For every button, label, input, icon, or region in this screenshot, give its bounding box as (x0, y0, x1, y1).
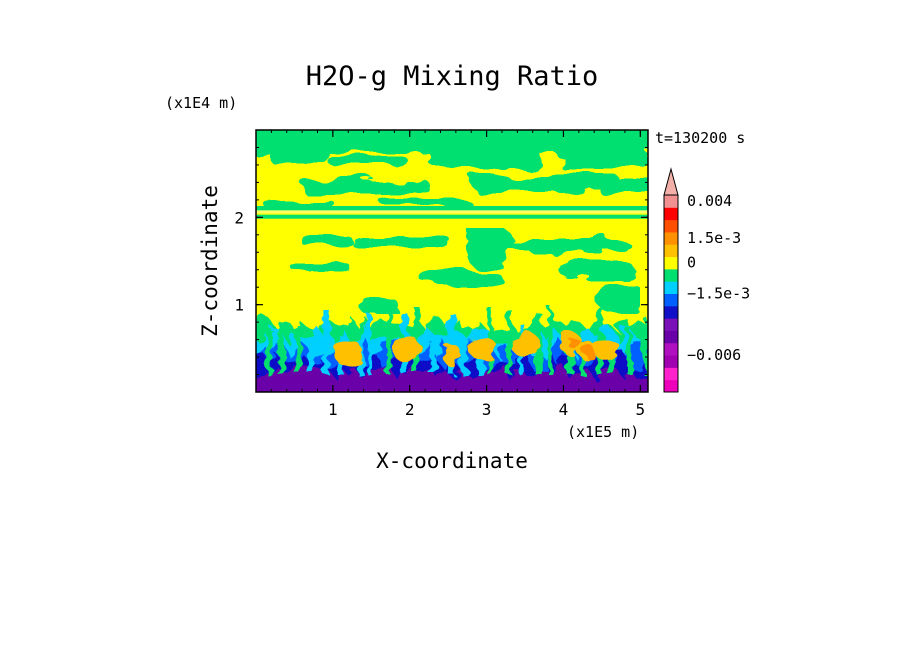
field-patch (300, 180, 430, 192)
x-tick-label: 5 (635, 400, 645, 419)
y-tick-label: 1 (234, 296, 244, 315)
x-tick-label: 3 (482, 400, 492, 419)
y-axis-label: Z-coordinate (198, 185, 222, 337)
field-plume (578, 341, 584, 375)
field-plume (386, 308, 391, 375)
field-patch (600, 180, 648, 196)
colorbar-label: −0.006 (687, 346, 741, 364)
colorbar: 0.004 1.5e-3 0 −1.5e-3 −0.006 (663, 167, 750, 393)
colorbar-frame (663, 194, 679, 393)
field-patch (290, 262, 350, 272)
colorbar-level (664, 318, 678, 331)
field-plume-orange (584, 346, 597, 359)
x-tick-label: 1 (328, 400, 338, 419)
field-plume (460, 341, 468, 375)
field-patch (380, 198, 470, 206)
y-axis: 12 (234, 146, 648, 376)
colorbar-label: −1.5e-3 (687, 285, 750, 303)
x-tick-label: 4 (559, 400, 569, 419)
colorbar-label: 0 (687, 254, 696, 272)
field-patch (420, 270, 500, 284)
field-plume-orange (592, 336, 619, 360)
colorbar-level (664, 268, 678, 282)
colorbar-level (664, 281, 678, 294)
field-band (256, 205, 648, 212)
colorbar-level (664, 231, 678, 245)
field-patch (430, 150, 540, 168)
chart-title: H2O-g Mixing Ratio (306, 61, 599, 92)
time-label: t=130200 s (655, 129, 745, 147)
x-tick-label: 2 (405, 400, 415, 419)
colorbar-level (664, 244, 678, 258)
field-patch (350, 235, 450, 247)
colorbar-label: 1.5e-3 (687, 229, 741, 247)
field-band (256, 210, 648, 214)
field-patch (330, 158, 410, 168)
colorbar-level (664, 305, 678, 319)
field-lower-layers (256, 305, 648, 392)
colorbar-level (664, 330, 678, 344)
x-scale-label: (x1E5 m) (567, 423, 639, 441)
colorbar-level (664, 355, 678, 368)
plot-area (256, 130, 648, 392)
contour-field (256, 130, 648, 392)
field-patch (470, 175, 620, 189)
colorbar-level (664, 195, 678, 208)
field-plume (277, 320, 284, 375)
field-plume-orange (510, 331, 540, 357)
colorbar-level (664, 256, 678, 270)
field-plume-orange (568, 337, 581, 350)
field-patch (500, 240, 630, 250)
field-plume (266, 329, 273, 375)
field-plume (323, 309, 330, 375)
field-band (256, 214, 648, 219)
field-plume-orange (334, 338, 363, 367)
x-axis: 1 2 3 4 5 (270, 130, 645, 419)
colorbar-level (664, 219, 678, 233)
field-plume (627, 328, 633, 375)
field-plume (506, 309, 512, 375)
colorbar-label: 0.004 (687, 192, 732, 210)
colorbar-level (664, 379, 678, 393)
field-plume (367, 314, 372, 375)
colorbar-level (664, 342, 678, 356)
field-plume-orange (468, 337, 498, 360)
field-patch (560, 148, 648, 170)
field-plume (295, 323, 302, 375)
field-upper-green (256, 130, 648, 210)
field-patch (600, 282, 640, 312)
y-tick-label: 2 (234, 208, 244, 227)
colorbar-level (664, 207, 678, 221)
colorbar-level (664, 293, 678, 307)
field-patch (360, 300, 400, 314)
field-patch (560, 258, 630, 278)
y-scale-label: (x1E4 m) (165, 94, 237, 112)
field-plume (429, 343, 437, 375)
field-layer-purple (256, 364, 648, 392)
field-plume (309, 336, 316, 375)
field-middle-green (290, 228, 640, 314)
plot-frame (255, 129, 649, 393)
colorbar-extend-arrow (663, 167, 679, 196)
field-plume (547, 306, 553, 375)
field-plume-orange (391, 334, 420, 363)
field-patch (270, 150, 330, 164)
field-patch (300, 232, 350, 246)
field-plume-orange (443, 343, 461, 368)
colorbar-level (664, 367, 678, 381)
field-plume (642, 318, 648, 375)
field-patch (470, 228, 510, 268)
x-axis-label: X-coordinate (376, 449, 528, 473)
